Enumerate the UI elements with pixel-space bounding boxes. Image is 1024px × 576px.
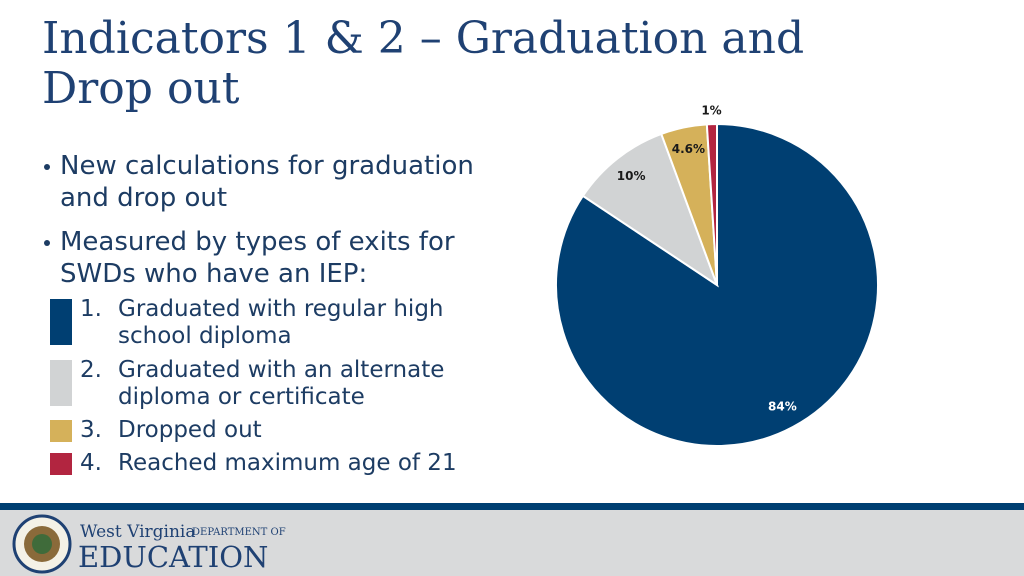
data-label: 4.6% [672, 142, 705, 156]
legend-number: 4. [80, 450, 102, 476]
legend-item: 2. Graduated with an alternate diploma or… [80, 357, 480, 411]
footer-bar [0, 503, 1024, 510]
bullet: New calculations for graduation and drop… [44, 150, 480, 214]
footer-state: West Virginia [80, 522, 196, 542]
legend-item: 4. Reached maximum age of 21 [80, 450, 480, 477]
legend-item: 3. Dropped out [80, 417, 480, 444]
legend-number: 2. [80, 357, 102, 383]
legend-number: 3. [80, 417, 102, 443]
legend-label: Graduated with regular high school diplo… [118, 296, 444, 349]
legend-label: Dropped out [118, 417, 262, 443]
bullet: Measured by types of exits for SWDs who … [44, 226, 480, 290]
data-label: 1% [701, 104, 721, 118]
legend-swatch [50, 299, 72, 345]
seal [12, 514, 72, 574]
data-label: 84% [768, 400, 797, 414]
pie-slice [581, 132, 719, 288]
pie-slice [555, 122, 879, 447]
legend-swatch [50, 360, 72, 406]
legend-item: 1. Graduated with regular high school dip… [80, 296, 480, 350]
legend-swatch [50, 453, 72, 475]
footer-department: DEPARTMENT OF [192, 527, 286, 538]
pie-slice [705, 122, 718, 286]
pie-chart: 84% 10% 4.6% 1% [555, 104, 879, 447]
footer-agency: EDUCATION [78, 540, 269, 574]
legend-label: Graduated with an alternate diploma or c… [118, 357, 445, 410]
footer: West Virginia DEPARTMENT OF EDUCATION [0, 510, 1024, 576]
data-label: 10% [617, 169, 646, 183]
legend-number: 1. [80, 296, 102, 322]
slide-title: Indicators 1 & 2 – Graduation and Drop o… [42, 13, 805, 114]
legend-label: Reached maximum age of 21 [118, 450, 457, 476]
legend-swatch [50, 420, 72, 442]
